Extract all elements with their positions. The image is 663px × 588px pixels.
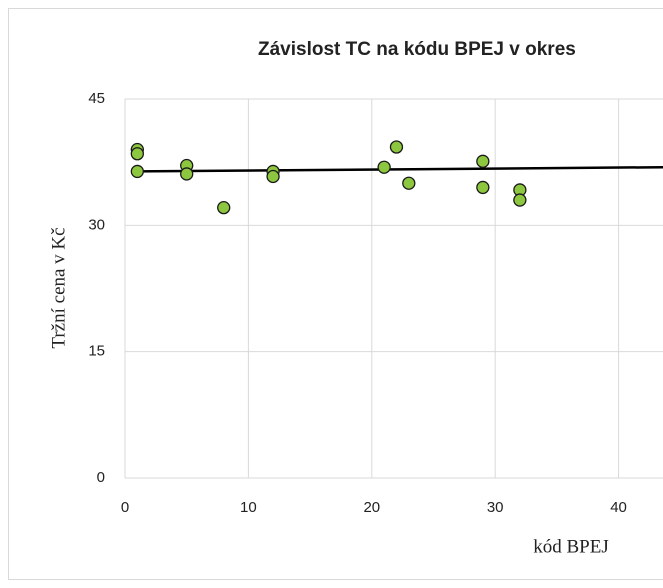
trendline: [137, 165, 663, 173]
y-tick-label: 15: [88, 343, 105, 360]
point: [130, 147, 144, 161]
x-tick-label: 20: [363, 499, 380, 516]
y-tick-label: 0: [97, 469, 105, 486]
x-tick-label: 30: [487, 499, 504, 516]
point: [513, 193, 527, 207]
point: [389, 140, 404, 154]
point: [476, 180, 490, 195]
x-tick-label: 0: [121, 499, 129, 516]
point: [266, 169, 280, 184]
x-tick-label: 10: [240, 499, 257, 516]
y-tick-label: 45: [88, 90, 105, 107]
x-axis-label: kód BPEJ: [533, 536, 609, 557]
chart-title: Závislost TC na kódu BPEJ v okres: [258, 39, 576, 60]
point: [476, 154, 490, 168]
point: [217, 200, 231, 215]
point: [180, 167, 194, 181]
y-axis-label: Tržní cena v Kč: [48, 227, 69, 348]
point: [130, 164, 144, 179]
y-tick-label: 30: [88, 216, 105, 233]
x-tick-label: 40: [610, 499, 627, 516]
point: [377, 160, 391, 174]
chart-frame: [8, 8, 663, 580]
point: [402, 176, 416, 190]
